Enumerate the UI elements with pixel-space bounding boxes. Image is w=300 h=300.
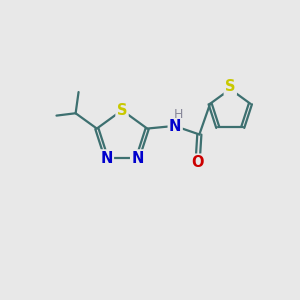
Text: S: S — [117, 103, 127, 118]
Text: S: S — [225, 79, 236, 94]
Text: N: N — [100, 151, 112, 166]
Text: N: N — [131, 151, 144, 166]
Text: N: N — [169, 119, 182, 134]
Text: O: O — [192, 155, 204, 170]
Text: H: H — [173, 108, 183, 121]
